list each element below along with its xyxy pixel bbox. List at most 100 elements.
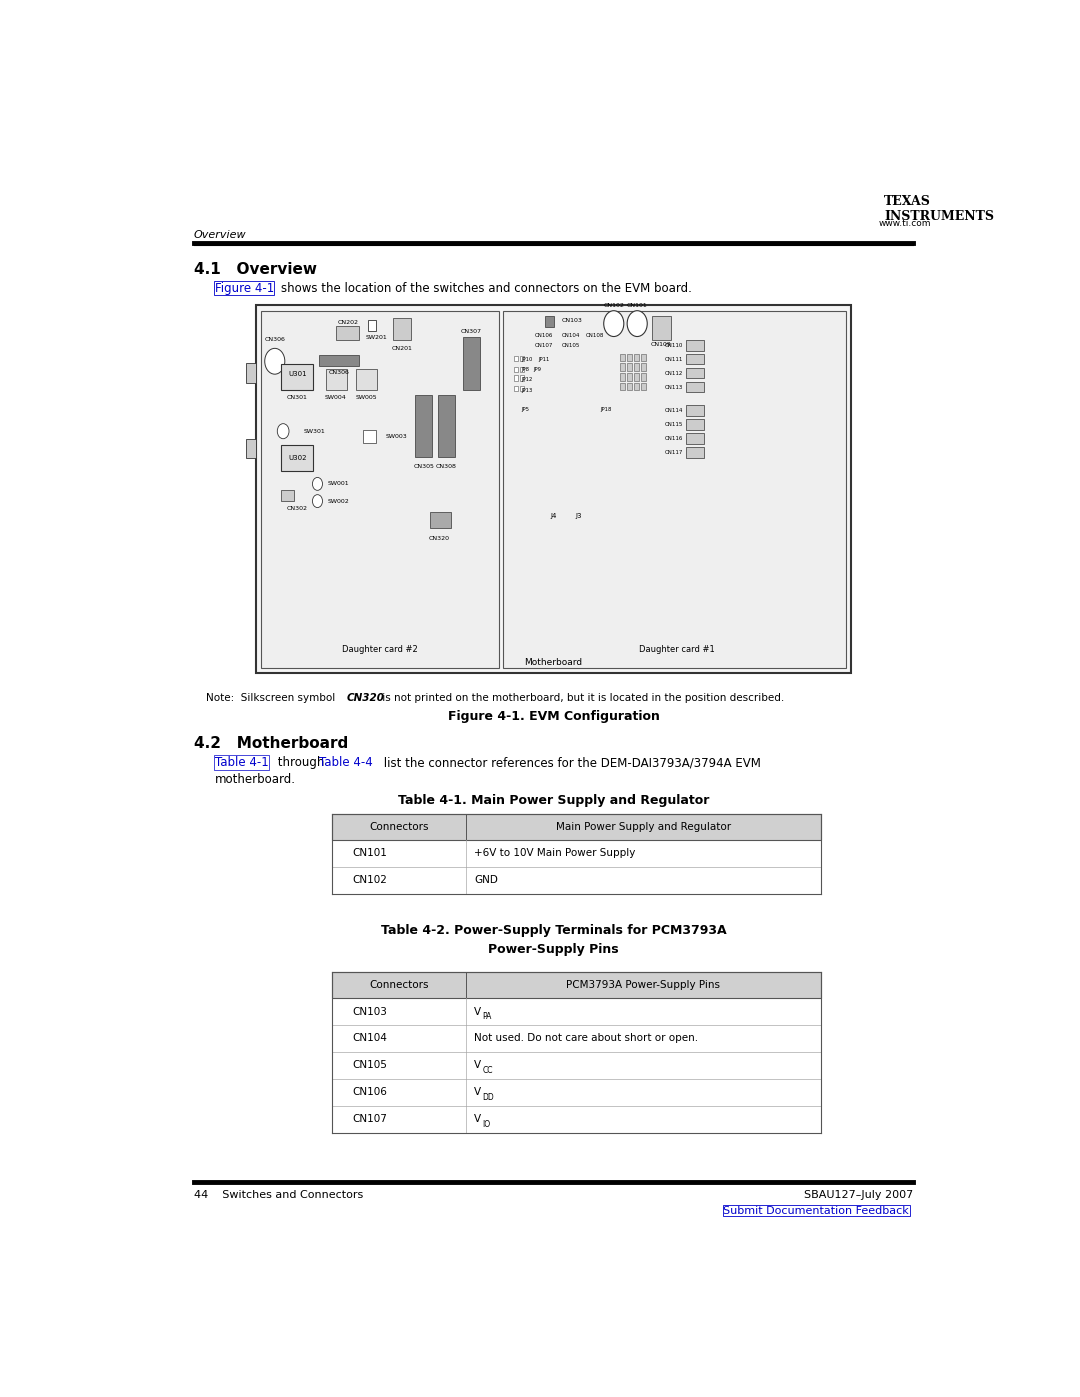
Circle shape — [265, 348, 285, 374]
FancyBboxPatch shape — [521, 356, 524, 362]
FancyBboxPatch shape — [282, 446, 313, 471]
FancyBboxPatch shape — [634, 383, 639, 390]
FancyBboxPatch shape — [686, 433, 704, 444]
FancyBboxPatch shape — [627, 373, 632, 380]
Text: SW001: SW001 — [327, 482, 349, 486]
FancyBboxPatch shape — [503, 310, 847, 668]
Circle shape — [604, 310, 624, 337]
FancyBboxPatch shape — [620, 373, 625, 380]
FancyBboxPatch shape — [430, 511, 450, 528]
Text: Table 4-1. Main Power Supply and Regulator: Table 4-1. Main Power Supply and Regulat… — [397, 793, 710, 806]
Text: CN109: CN109 — [651, 341, 672, 346]
Text: www.ti.com: www.ti.com — [879, 219, 931, 228]
FancyBboxPatch shape — [652, 316, 671, 339]
FancyBboxPatch shape — [620, 353, 625, 362]
Text: SW005: SW005 — [355, 395, 377, 401]
Text: GND: GND — [474, 876, 498, 886]
Text: J4: J4 — [551, 513, 556, 520]
FancyBboxPatch shape — [686, 339, 704, 351]
FancyBboxPatch shape — [620, 363, 625, 372]
FancyBboxPatch shape — [514, 386, 518, 391]
Text: CN320: CN320 — [347, 693, 384, 703]
Text: CN107: CN107 — [352, 1113, 388, 1125]
Text: CN111: CN111 — [665, 356, 684, 362]
Text: V: V — [474, 1060, 481, 1070]
Text: DD: DD — [483, 1092, 495, 1102]
Text: SBAU127–July 2007: SBAU127–July 2007 — [805, 1190, 914, 1200]
FancyBboxPatch shape — [627, 363, 632, 372]
Text: JP10: JP10 — [522, 356, 534, 362]
Text: TEXAS
INSTRUMENTS: TEXAS INSTRUMENTS — [885, 194, 994, 222]
Text: CN108: CN108 — [586, 332, 605, 338]
Circle shape — [312, 478, 323, 490]
Text: CN103: CN103 — [352, 1006, 388, 1017]
Text: CN116: CN116 — [665, 436, 684, 441]
Text: JP5: JP5 — [522, 407, 529, 412]
FancyBboxPatch shape — [438, 394, 455, 457]
Text: CC: CC — [483, 1066, 492, 1076]
FancyBboxPatch shape — [326, 369, 347, 390]
Text: SW003: SW003 — [387, 434, 408, 439]
Text: Connectors: Connectors — [369, 821, 429, 833]
Text: is not printed on the motherboard, but it is located in the position described.: is not printed on the motherboard, but i… — [379, 693, 785, 703]
FancyBboxPatch shape — [246, 439, 256, 458]
Text: Note:  Silkscreen symbol: Note: Silkscreen symbol — [206, 693, 339, 703]
Text: Power-Supply Pins: Power-Supply Pins — [488, 943, 619, 956]
FancyBboxPatch shape — [521, 376, 524, 380]
FancyBboxPatch shape — [686, 353, 704, 365]
Text: PCM3793A Power-Supply Pins: PCM3793A Power-Supply Pins — [567, 981, 720, 990]
Text: 44    Switches and Connectors: 44 Switches and Connectors — [193, 1190, 363, 1200]
FancyBboxPatch shape — [640, 353, 646, 362]
Text: V: V — [474, 1087, 481, 1097]
Text: Figure 4-1. EVM Configuration: Figure 4-1. EVM Configuration — [447, 710, 660, 722]
FancyBboxPatch shape — [521, 366, 524, 372]
Text: JP11: JP11 — [539, 356, 550, 362]
FancyBboxPatch shape — [332, 972, 821, 997]
Text: J3: J3 — [576, 513, 582, 520]
Text: CN320: CN320 — [429, 536, 449, 541]
Text: 4.1   Overview: 4.1 Overview — [193, 263, 316, 277]
Text: Table 4-4: Table 4-4 — [320, 756, 373, 768]
Text: CN107: CN107 — [535, 342, 553, 348]
Text: Figure 4-1: Figure 4-1 — [215, 282, 273, 295]
Text: JP8: JP8 — [522, 367, 529, 373]
Text: PA: PA — [483, 1013, 491, 1021]
Text: V: V — [474, 1006, 481, 1017]
FancyBboxPatch shape — [634, 353, 639, 362]
FancyBboxPatch shape — [367, 320, 376, 331]
FancyBboxPatch shape — [416, 394, 432, 457]
Text: CN117: CN117 — [665, 450, 684, 455]
Text: CN103: CN103 — [562, 319, 583, 323]
FancyBboxPatch shape — [686, 419, 704, 430]
FancyBboxPatch shape — [463, 337, 480, 390]
FancyBboxPatch shape — [521, 386, 524, 391]
Text: U302: U302 — [288, 455, 307, 461]
FancyBboxPatch shape — [514, 356, 518, 362]
Text: CN101: CN101 — [626, 303, 648, 307]
FancyBboxPatch shape — [393, 319, 411, 339]
FancyBboxPatch shape — [356, 369, 377, 390]
Text: CN102: CN102 — [352, 876, 388, 886]
FancyBboxPatch shape — [640, 373, 646, 380]
Text: JP18: JP18 — [600, 407, 611, 412]
FancyBboxPatch shape — [627, 353, 632, 362]
Text: through: through — [274, 756, 328, 768]
Text: CN102: CN102 — [604, 303, 624, 307]
Text: CN307: CN307 — [461, 328, 482, 334]
FancyBboxPatch shape — [620, 383, 625, 390]
FancyBboxPatch shape — [686, 405, 704, 416]
Circle shape — [312, 495, 323, 507]
FancyBboxPatch shape — [282, 365, 313, 390]
FancyBboxPatch shape — [320, 355, 360, 366]
FancyBboxPatch shape — [640, 363, 646, 372]
Text: Table 4-1: Table 4-1 — [215, 756, 268, 768]
Text: Daughter card #1: Daughter card #1 — [639, 645, 715, 654]
Text: Overview: Overview — [193, 231, 246, 240]
FancyBboxPatch shape — [686, 447, 704, 458]
Text: SW201: SW201 — [365, 335, 387, 339]
Text: CN306: CN306 — [328, 370, 350, 374]
Text: CN105: CN105 — [562, 342, 580, 348]
Text: IO: IO — [483, 1120, 490, 1129]
Text: CN202: CN202 — [338, 320, 359, 326]
Text: Main Power Supply and Regulator: Main Power Supply and Regulator — [556, 821, 731, 833]
